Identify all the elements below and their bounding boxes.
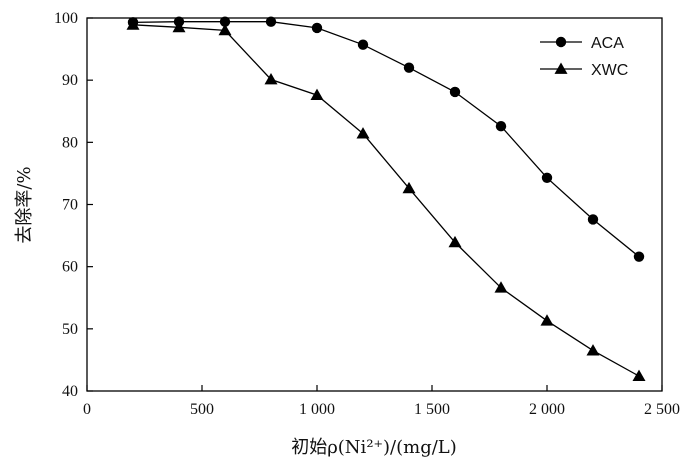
data-point-xwc	[356, 127, 370, 139]
y-tick-label: 80	[62, 134, 78, 151]
data-point-aca	[265, 16, 277, 27]
x-tick-label: 500	[190, 401, 214, 418]
legend-marker-xwc	[554, 62, 568, 74]
x-tick-label: 2 500	[644, 401, 680, 418]
x-tick-label: 1 500	[414, 401, 450, 418]
data-point-xwc	[218, 23, 232, 36]
data-point-aca	[449, 86, 461, 98]
series-aca	[127, 16, 645, 262]
y-tick-label: 40	[62, 383, 78, 400]
data-point-aca	[633, 251, 645, 262]
data-point-aca	[403, 62, 415, 73]
data-point-aca	[357, 39, 369, 50]
x-tick-label: 2 000	[529, 401, 565, 418]
y-tick-label: 50	[62, 321, 78, 338]
data-point-aca	[541, 172, 553, 183]
y-tick-label: 100	[54, 10, 78, 27]
data-point-xwc	[540, 314, 554, 326]
legend-label-aca: ACA	[591, 35, 624, 52]
x-axis-title: 初始ρ(Ni²⁺)/(mg/L)	[291, 437, 457, 458]
y-axis-title: 去除率/%	[14, 166, 35, 243]
legend-item-xwc: XWC	[540, 62, 628, 79]
data-point-xwc	[310, 88, 324, 100]
data-point-xwc	[264, 73, 278, 85]
data-point-aca	[311, 22, 323, 34]
data-point-xwc	[126, 18, 140, 30]
data-point-xwc	[402, 181, 416, 194]
tick-layer: 0 500 1 000 1 500 2 000 2 500 40 50 60 70 80 90 100	[54, 10, 680, 418]
data-point-aca	[587, 214, 599, 225]
x-tick-label: 1 000	[299, 401, 335, 418]
data-point-aca	[495, 120, 507, 132]
data-point-xwc	[172, 20, 186, 33]
x-tick-label: 0	[83, 401, 91, 418]
y-tick-label: 60	[62, 259, 78, 276]
y-tick-label: 70	[62, 197, 78, 214]
y-tick-label: 90	[62, 72, 78, 89]
series-xwc	[126, 18, 646, 381]
data-point-xwc	[494, 281, 508, 293]
series-line-aca	[132, 21, 640, 258]
data-point-xwc	[448, 235, 462, 248]
series-line-xwc	[132, 24, 640, 377]
legend-label-xwc: XWC	[591, 62, 628, 79]
series-layer	[126, 16, 646, 381]
legend-marker-aca	[555, 36, 567, 48]
data-point-xwc	[586, 344, 600, 356]
data-point-xwc	[632, 369, 646, 381]
legend-item-aca: ACA	[540, 35, 624, 52]
legend: ACA XWC	[540, 35, 628, 79]
data-point-aca	[219, 16, 231, 27]
